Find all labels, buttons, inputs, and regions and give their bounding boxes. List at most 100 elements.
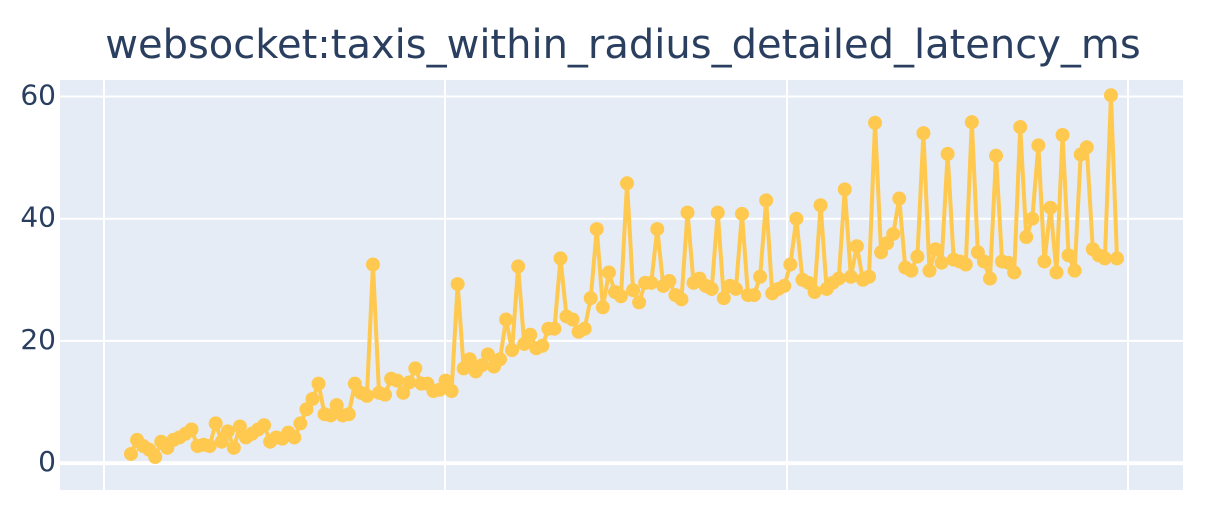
marker xyxy=(958,257,973,272)
marker xyxy=(1079,140,1094,155)
marker xyxy=(492,352,507,367)
marker xyxy=(553,251,568,266)
y-tick-label: 20 xyxy=(20,323,56,356)
marker xyxy=(1043,200,1058,215)
marker xyxy=(982,271,997,286)
marker xyxy=(728,281,743,296)
marker xyxy=(1037,254,1052,269)
marker xyxy=(523,327,538,342)
marker xyxy=(789,211,804,226)
marker xyxy=(928,242,943,257)
marker xyxy=(450,277,465,292)
marker xyxy=(323,408,338,423)
marker xyxy=(396,385,411,400)
marker xyxy=(148,450,163,465)
marker xyxy=(293,416,308,431)
marker xyxy=(438,373,453,388)
marker xyxy=(868,115,883,130)
marker xyxy=(208,416,223,431)
marker xyxy=(910,249,925,264)
y-tick-label: 60 xyxy=(20,78,56,111)
marker xyxy=(940,146,955,161)
marker xyxy=(747,288,762,303)
y-tick-label: 0 xyxy=(38,445,56,478)
marker xyxy=(734,206,749,221)
marker xyxy=(232,419,247,434)
marker xyxy=(904,263,919,278)
marker xyxy=(257,418,272,433)
marker xyxy=(214,434,229,449)
marker xyxy=(1025,211,1040,226)
marker xyxy=(626,283,641,298)
marker xyxy=(704,281,719,296)
marker xyxy=(226,440,241,455)
marker xyxy=(311,376,326,391)
marker xyxy=(1007,265,1022,280)
marker xyxy=(583,291,598,306)
marker xyxy=(1019,230,1034,245)
marker xyxy=(759,193,774,208)
marker xyxy=(577,321,592,336)
marker xyxy=(589,222,604,237)
marker xyxy=(565,312,580,327)
marker xyxy=(595,300,610,315)
marker xyxy=(202,439,217,454)
marker xyxy=(989,148,1004,163)
marker xyxy=(1013,120,1028,135)
marker xyxy=(831,271,846,286)
marker xyxy=(892,191,907,206)
marker xyxy=(124,446,138,461)
marker xyxy=(1031,138,1046,153)
marker xyxy=(644,275,659,290)
marker xyxy=(934,255,949,270)
marker xyxy=(287,430,302,445)
marker xyxy=(843,269,858,284)
marker xyxy=(499,312,514,327)
marker xyxy=(1049,265,1064,280)
marker xyxy=(601,265,616,280)
marker xyxy=(1055,127,1070,142)
marker xyxy=(976,254,991,269)
marker xyxy=(462,352,477,367)
marker xyxy=(849,239,864,254)
y-tick-label: 40 xyxy=(20,201,56,234)
marker xyxy=(650,222,665,237)
chart-title: websocket:taxis_within_radius_detailed_l… xyxy=(105,22,1141,68)
marker xyxy=(511,259,526,274)
marker xyxy=(505,343,520,358)
marker xyxy=(632,295,647,310)
marker xyxy=(916,126,931,141)
marker xyxy=(1097,251,1112,266)
marker xyxy=(777,278,792,293)
marker xyxy=(813,198,828,213)
marker xyxy=(402,375,417,390)
marker xyxy=(535,338,550,353)
marker xyxy=(341,407,356,422)
marker xyxy=(184,422,199,437)
marker xyxy=(305,391,320,406)
marker xyxy=(1067,263,1082,278)
marker xyxy=(474,358,489,373)
marker xyxy=(662,274,677,289)
marker xyxy=(807,285,822,300)
marker xyxy=(444,384,459,399)
marker xyxy=(716,291,731,306)
marker xyxy=(710,205,725,220)
marker xyxy=(886,226,901,241)
marker xyxy=(837,182,852,197)
marker xyxy=(1061,248,1076,263)
marker xyxy=(861,269,876,284)
marker xyxy=(547,321,562,336)
marker xyxy=(922,263,937,278)
marker xyxy=(1110,251,1124,266)
marker xyxy=(390,373,405,388)
marker xyxy=(783,257,798,272)
marker xyxy=(680,205,695,220)
marker xyxy=(480,347,495,362)
marker xyxy=(753,269,768,284)
marker xyxy=(674,292,689,307)
marker xyxy=(359,388,374,403)
marker xyxy=(220,424,235,439)
marker xyxy=(613,289,628,304)
